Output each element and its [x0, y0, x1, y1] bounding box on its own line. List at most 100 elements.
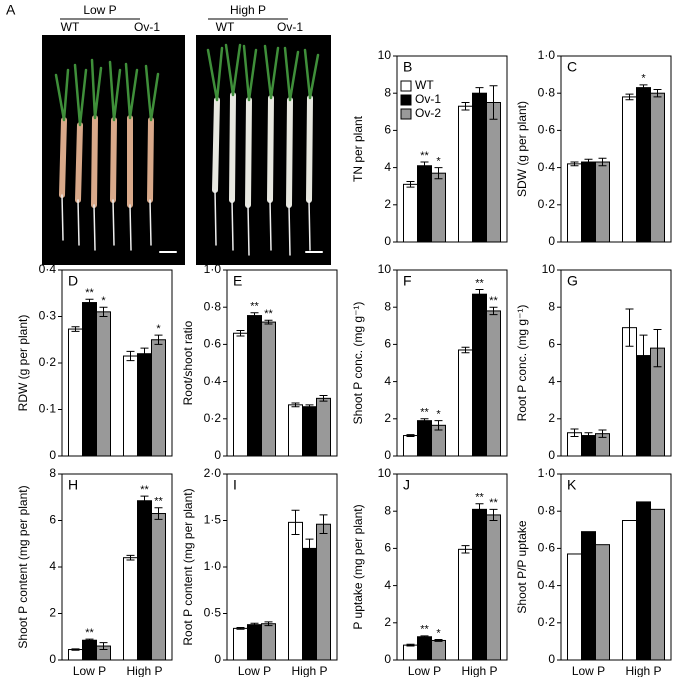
- error-bar: [236, 626, 245, 630]
- error-bar: [584, 158, 593, 166]
- bar: [417, 420, 432, 457]
- error-bar: [653, 329, 662, 368]
- error-bar: [420, 161, 429, 170]
- x-tick-label: High P: [461, 664, 497, 677]
- error-bar: [584, 432, 593, 439]
- error-bar: [99, 642, 108, 651]
- error-bar: [126, 554, 135, 561]
- bar: [247, 315, 262, 457]
- error-bar: [475, 289, 484, 300]
- line-label: WT: [61, 20, 80, 34]
- error-bar: [319, 514, 328, 535]
- error-bar: [305, 404, 314, 410]
- y-tick-label: 2·0: [204, 466, 222, 480]
- error-bar: [264, 621, 273, 627]
- y-tick-label: 0·6: [204, 337, 222, 351]
- bar: [316, 397, 331, 457]
- error-bar: [489, 85, 498, 120]
- y-tick-label: 0: [384, 234, 391, 248]
- y-tick-label: 0: [548, 652, 555, 666]
- bar: [302, 547, 317, 661]
- y-axis-label: Root/shoot ratio: [181, 320, 195, 405]
- photo-panel: A Low P WT Ov-1 High P WT Ov-1: [6, 2, 331, 265]
- error-bar: [420, 418, 429, 424]
- y-tick-label: 0·2: [204, 411, 222, 425]
- significance: **: [475, 492, 484, 504]
- y-tick-label: 0·4: [204, 374, 222, 388]
- y-tick-label: 4: [384, 578, 391, 592]
- y-tick-label: 0: [214, 448, 221, 462]
- error-bar: [250, 622, 259, 627]
- error-bar: [461, 346, 470, 354]
- y-tick-label: 6: [384, 337, 391, 351]
- chart: 0 0·2 0·4 0·6 0·8 1·0 Shoot P/P uptake Low P Hig…: [515, 466, 672, 677]
- significance: **: [264, 308, 273, 320]
- error-bar: [140, 495, 149, 506]
- y-tick-label: 2: [384, 615, 391, 629]
- bar: [636, 87, 651, 243]
- y-tick-label: 0·5: [204, 606, 222, 620]
- y-tick-label: 0·2: [538, 197, 556, 211]
- bar: [581, 161, 596, 243]
- bar: [403, 183, 418, 243]
- chart: 0 0·5 1·0 1·5 2·0 Root P content (mg per plan…: [181, 466, 338, 677]
- legend-swatch: [400, 94, 412, 106]
- significance: *: [156, 323, 161, 335]
- y-tick-label: 2: [384, 197, 391, 211]
- significance: **: [420, 150, 429, 162]
- error-bar: [99, 306, 108, 317]
- y-tick-label: 0: [49, 448, 56, 462]
- bar: [316, 523, 331, 661]
- y-tick-label: 1·0: [204, 262, 222, 276]
- error-bar: [434, 420, 443, 431]
- error-bar: [250, 312, 259, 319]
- bar: [68, 649, 83, 661]
- error-bar: [406, 181, 415, 188]
- bar: [417, 165, 432, 243]
- x-tick-label: High P: [291, 664, 327, 677]
- panel-label: C: [567, 59, 577, 75]
- bar: [137, 353, 152, 457]
- y-tick-label: 1·5: [204, 513, 222, 527]
- error-bar: [570, 428, 579, 437]
- bar: [622, 520, 637, 661]
- error-bar: [71, 648, 80, 651]
- error-bar: [291, 402, 300, 408]
- y-tick-label: 1·0: [538, 466, 556, 480]
- legend-swatch: [400, 80, 412, 92]
- error-bar: [461, 102, 470, 111]
- bar: [486, 514, 501, 661]
- y-tick-label: 0: [214, 652, 221, 666]
- y-axis-label: Shoot P content (mg per plant): [16, 485, 30, 648]
- bar: [302, 406, 317, 457]
- y-tick-label: 0·4: [538, 160, 556, 174]
- bar: [567, 553, 582, 661]
- error-bar: [85, 638, 94, 642]
- y-tick-label: 10: [542, 262, 556, 276]
- bar: [68, 328, 83, 457]
- significance: **: [85, 287, 94, 299]
- significance: **: [489, 295, 498, 307]
- bar: [458, 105, 473, 243]
- error-bar: [154, 507, 163, 520]
- y-tick-label: 6: [548, 337, 555, 351]
- y-axis-label: RDW (g per plant): [16, 315, 30, 412]
- y-tick-label: 0·2: [39, 355, 57, 369]
- chart: 0 2 4 6 8 10 Root P conc. (mg g⁻¹) G: [515, 262, 672, 462]
- legend-label: Ov-1: [415, 92, 441, 106]
- bar: [151, 339, 166, 457]
- bar: [595, 544, 610, 661]
- bar: [581, 531, 596, 661]
- significance: *: [436, 627, 441, 639]
- y-tick-label: 2: [49, 606, 56, 620]
- bar: [417, 636, 432, 661]
- panel-label: K: [567, 477, 577, 493]
- error-bar: [319, 395, 328, 402]
- y-axis-label: P uptake (mg per plant): [351, 504, 365, 629]
- y-axis-label: Root P conc. (mg g⁻¹): [515, 305, 529, 422]
- bar: [151, 513, 166, 661]
